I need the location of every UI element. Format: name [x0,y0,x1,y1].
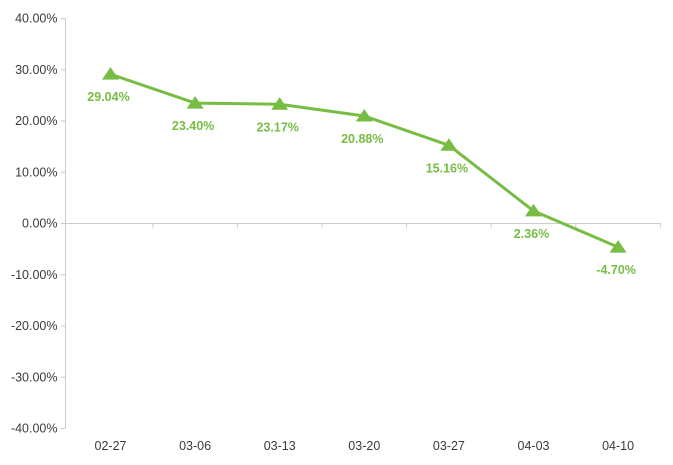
marker-triangle [186,96,204,109]
data-label: 20.88% [341,132,383,146]
trend-line [109,72,620,249]
data-label: 23.40% [172,119,214,133]
marker-triangle [271,97,289,110]
data-label: -4.70% [596,263,636,277]
y-axis-label: 40.00% [15,12,57,26]
marker-triangle [525,203,542,217]
y-axis-label: -10.00% [11,268,58,282]
y-axis-label: 20.00% [15,114,57,128]
x-axis-label: 04-03 [518,439,550,453]
marker-triangle [355,108,373,122]
y-axis-label: 30.00% [15,63,57,77]
marker-triangle [609,240,627,253]
x-axis-label: 04-10 [602,439,634,453]
marker-triangle [440,138,458,151]
data-label: 23.17% [256,120,298,134]
y-axis-label: -40.00% [11,422,58,436]
x-axis-label: 03-13 [264,439,296,453]
data-label: 15.16% [426,161,468,175]
x-axis-label: 03-20 [348,439,380,453]
data-label: 2.36% [514,227,549,241]
y-axis-label: 10.00% [15,165,57,179]
marker-triangle [102,67,119,80]
y-axis-label: 0.00% [22,217,57,231]
x-axis-label: 02-27 [95,439,127,453]
y-axis-label: -30.00% [11,370,58,384]
y-axis-label: -20.00% [11,319,58,333]
x-axis-label: 03-06 [179,439,211,453]
data-label: 29.04% [87,90,129,104]
x-axis-label: 03-27 [433,439,465,453]
